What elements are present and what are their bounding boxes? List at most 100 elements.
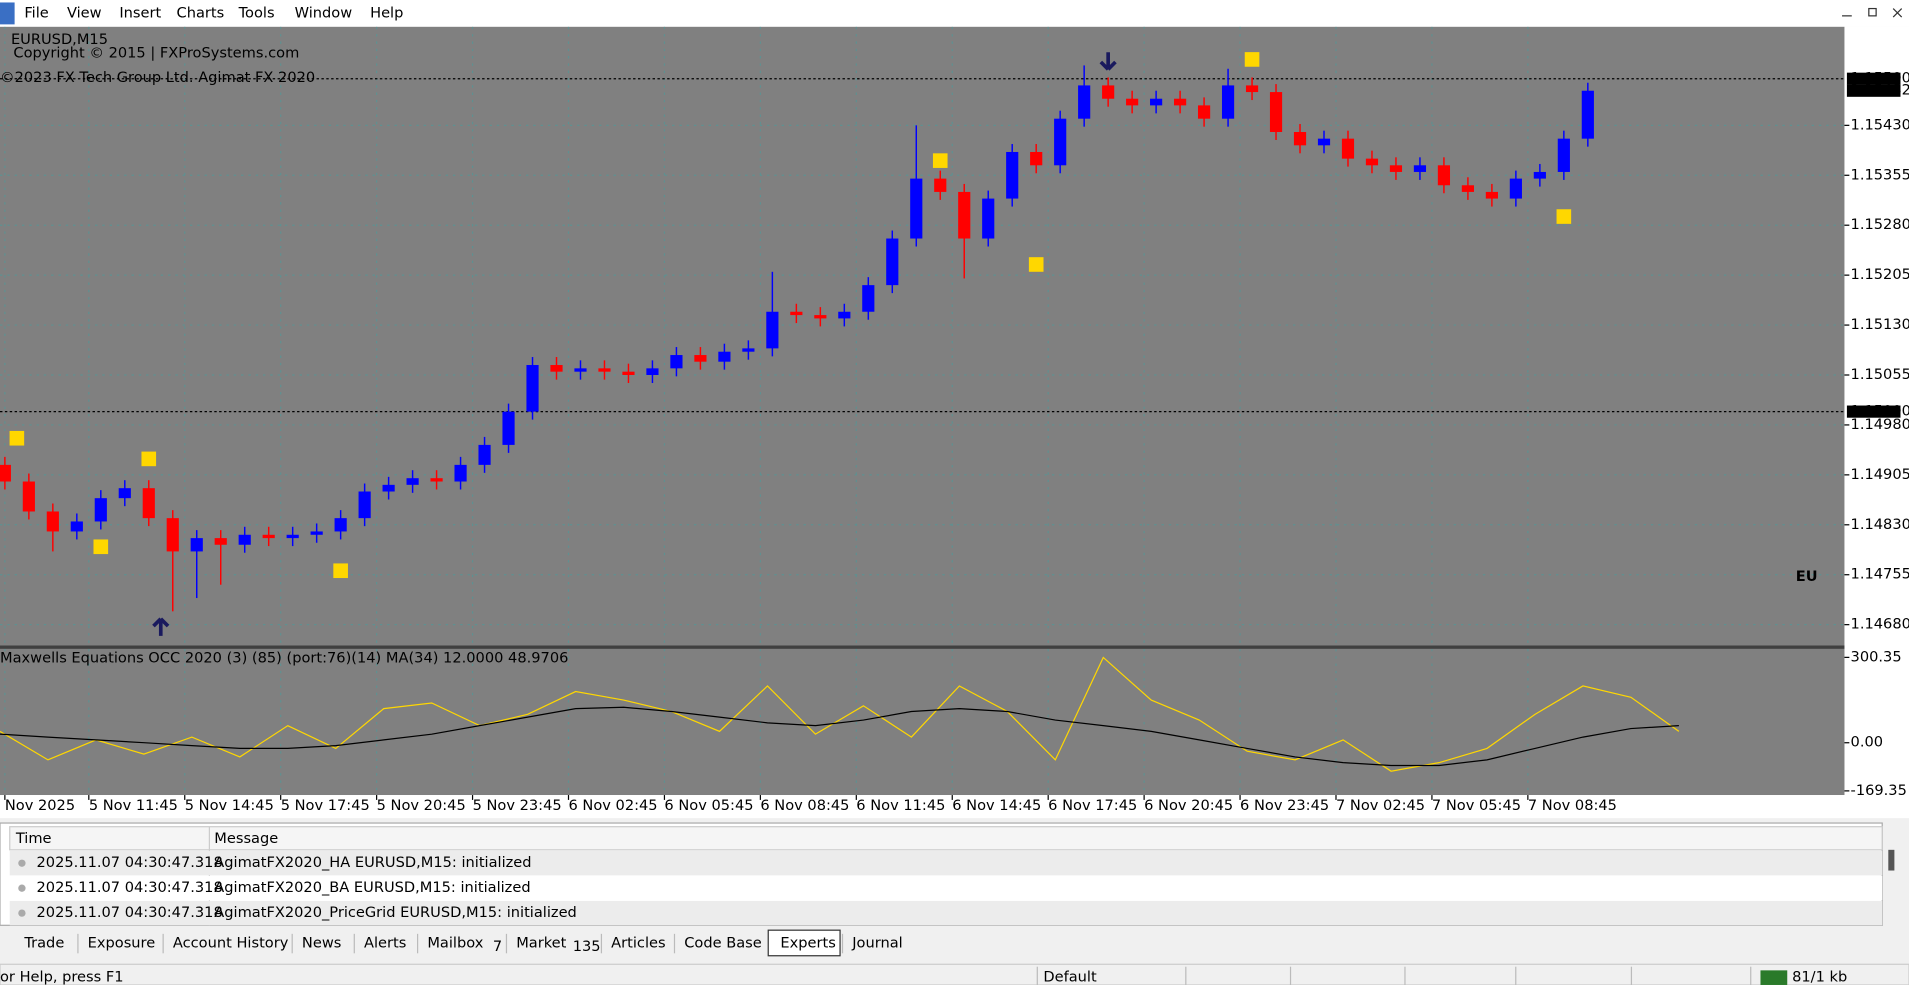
y-tick-label: 1.14830 <box>1851 516 1909 533</box>
price-label: 1.15482 <box>1851 82 1909 99</box>
signal-arrow <box>1099 52 1117 71</box>
scrollbar-thumb <box>1888 849 1895 871</box>
candle-body <box>454 464 467 482</box>
tab-bar <box>0 930 1909 957</box>
candle-body <box>142 488 155 519</box>
candle-body <box>1413 165 1427 172</box>
tab[interactable]: Alerts <box>364 935 406 952</box>
x-tick-label: 6 Nov 02:45 <box>568 797 657 814</box>
candle-body <box>1437 165 1451 186</box>
candle-body <box>958 191 971 239</box>
menu-item[interactable]: File <box>24 4 48 21</box>
candle-body <box>406 478 419 485</box>
tab[interactable]: Exposure <box>88 935 156 952</box>
restore-button[interactable] <box>1868 7 1877 17</box>
candle-body <box>46 511 59 532</box>
candle-body <box>1221 85 1235 119</box>
candle-body <box>478 444 491 465</box>
candle-body <box>286 534 299 539</box>
row-icon <box>18 884 26 892</box>
candle-body <box>430 478 443 482</box>
y-tick-label: 1.14980 <box>1851 416 1909 433</box>
signal-square <box>93 539 109 555</box>
candle-body <box>1509 178 1522 199</box>
menu-bar <box>0 0 1909 27</box>
log-time: 2025.11.07 04:30:47.318 <box>37 879 223 896</box>
table-row <box>9 851 1883 876</box>
candle-body <box>1197 105 1211 119</box>
x-tick-label: 5 Nov 23:45 <box>473 797 562 814</box>
x-tick-label: 5 Nov 14:45 <box>185 797 274 814</box>
candle-body <box>1078 85 1091 119</box>
candle-body <box>1269 92 1283 133</box>
tab[interactable]: Code Base <box>684 935 762 952</box>
candle-body <box>94 498 107 522</box>
x-tick-label: 6 Nov 05:45 <box>664 797 753 814</box>
tab[interactable]: Mailbox <box>427 935 483 952</box>
candle-body <box>502 411 515 445</box>
time-axis <box>0 795 1845 819</box>
candle-body <box>190 538 203 552</box>
candle-body <box>862 285 875 312</box>
candle-body <box>1150 98 1163 106</box>
candle-body <box>238 534 251 545</box>
candle-body <box>1365 158 1379 166</box>
price-axis <box>1844 26 1909 819</box>
candle-body <box>886 238 899 286</box>
tab[interactable]: News <box>302 935 341 952</box>
menu-item[interactable]: Window <box>295 4 353 21</box>
candle-body <box>814 315 827 319</box>
y-tick-label: 1.14905 <box>1851 466 1909 483</box>
price-label-box <box>1846 84 1901 97</box>
y-tick-label: 1.15355 <box>1851 166 1909 183</box>
connection-icon <box>1760 970 1788 985</box>
candle-body <box>1174 98 1187 106</box>
log-message: AgimatFX2020_HA EURUSD,M15: initialized <box>214 854 531 871</box>
y-tick-label: 1.14680 <box>1851 616 1909 633</box>
tab[interactable]: Account History <box>173 935 289 952</box>
candle-body <box>910 178 923 239</box>
menu-item[interactable]: Tools <box>238 4 275 21</box>
y-tick-label: 1.15130 <box>1851 316 1909 333</box>
candle-body <box>70 521 83 532</box>
candle-body <box>1581 90 1594 139</box>
menu-item[interactable]: Insert <box>119 4 161 21</box>
window-buttons <box>1842 7 1903 18</box>
candle-body <box>934 178 947 192</box>
menu-item[interactable]: View <box>67 4 102 21</box>
y-tick-label: 300.35 <box>1851 648 1902 665</box>
candle-body <box>766 311 779 349</box>
y-tick-label: -169.35 <box>1851 782 1907 799</box>
candle-body <box>334 518 347 532</box>
candle-body <box>718 351 731 362</box>
candle-body <box>1293 132 1307 146</box>
tab[interactable]: Articles <box>611 935 665 952</box>
candle-body <box>358 491 371 519</box>
oscillator: 300.35 0.00 -169.35 Maxwells Equations OCC … <box>0 648 1907 799</box>
price-label: 1.15000 <box>1851 403 1909 420</box>
tab[interactable]: Trade <box>23 935 64 952</box>
candle-body <box>22 481 35 512</box>
tab[interactable]: Experts <box>780 935 835 952</box>
close-button[interactable] <box>1892 8 1903 18</box>
tab[interactable]: Market <box>516 935 566 952</box>
status-bar <box>0 963 1909 985</box>
candle-body <box>742 348 755 352</box>
tab-badge: 7 <box>493 938 502 955</box>
active-tab <box>767 929 841 957</box>
x-tick-label: 6 Nov 14:45 <box>952 797 1041 814</box>
app-icon <box>0 2 15 25</box>
candle-body <box>574 368 587 372</box>
menu-item[interactable]: Help <box>370 4 403 21</box>
price-chart: 1.15430 1.15355 1.15280 1.15205 1.15130 1.150… <box>0 26 1909 814</box>
candle-body <box>382 484 395 492</box>
table-row <box>9 900 1883 926</box>
candle-body <box>838 311 851 319</box>
y-tick-label: 1.15055 <box>1851 366 1909 383</box>
candle-body <box>790 311 803 316</box>
y-tick-label: 1.15280 <box>1851 216 1909 233</box>
menu-item[interactable]: Charts <box>177 4 225 21</box>
candle-body <box>550 365 563 372</box>
tab[interactable]: Journal <box>851 935 902 952</box>
x-tick-label: 6 Nov 20:45 <box>1144 797 1233 814</box>
